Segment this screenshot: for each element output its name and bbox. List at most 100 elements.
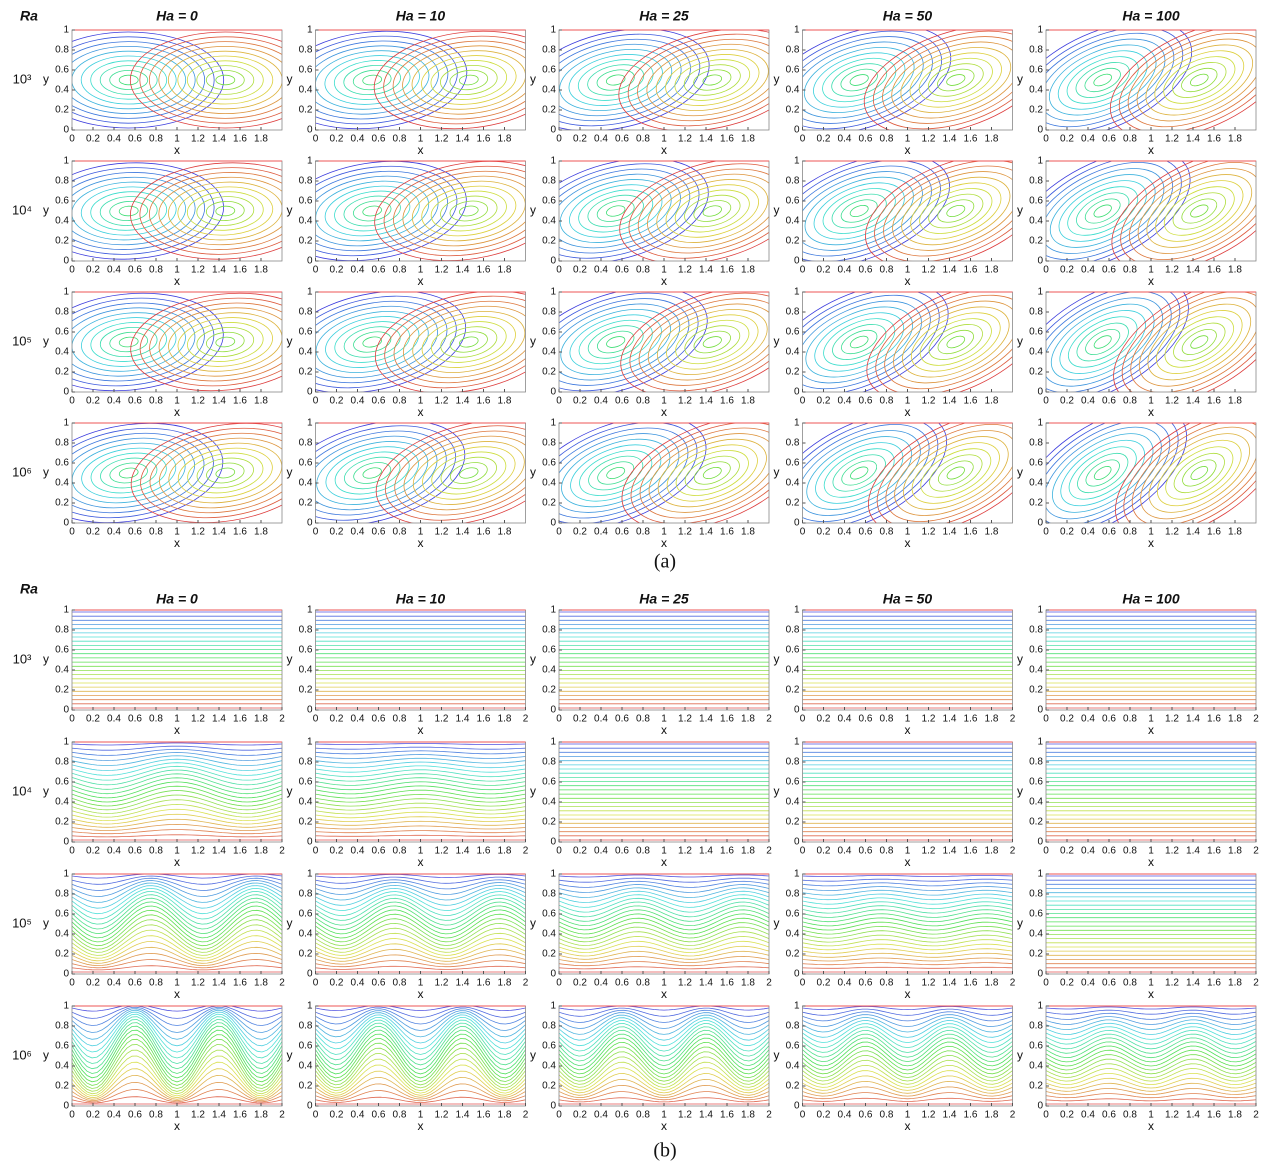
x-tick-label: 1.2 bbox=[435, 714, 449, 725]
y-tick-label: 1 bbox=[1037, 25, 1043, 36]
x-tick-label: 1.6 bbox=[1207, 396, 1221, 407]
contour-line bbox=[316, 1009, 526, 1024]
y-tick-label: 0.4 bbox=[786, 85, 800, 96]
y-tick-label: 0.8 bbox=[1029, 757, 1043, 768]
contour-line bbox=[293, 34, 452, 126]
x-tick-label: 1.6 bbox=[964, 978, 978, 989]
x-tick-label: 1.2 bbox=[191, 134, 205, 145]
contour-line bbox=[316, 885, 526, 900]
y-tick-label: 0.4 bbox=[299, 216, 313, 227]
contour-line bbox=[838, 195, 880, 227]
x-tick-label: 0.6 bbox=[859, 396, 873, 407]
y-tick-label: 0 bbox=[550, 969, 556, 980]
contour-line bbox=[280, 282, 465, 402]
contour-line bbox=[523, 20, 708, 140]
x-tick-label: 0.4 bbox=[1081, 1110, 1095, 1121]
y-axis-label: y bbox=[530, 72, 536, 86]
y-tick-label: 0.2 bbox=[786, 685, 800, 696]
contour-line bbox=[573, 441, 658, 504]
contour-line bbox=[559, 967, 769, 969]
y-tick-label: 0.8 bbox=[299, 1021, 313, 1032]
y-tick-label: 0.2 bbox=[299, 685, 313, 696]
x-tick-label: 0.2 bbox=[573, 265, 587, 276]
y-tick-label: 0.4 bbox=[786, 665, 800, 676]
x-tick-label: 0.4 bbox=[838, 527, 852, 538]
x-tick-label: 0.6 bbox=[1102, 714, 1116, 725]
contour-line bbox=[838, 326, 881, 359]
contour-plot bbox=[273, 22, 569, 137]
contour-line bbox=[147, 169, 303, 254]
contour-line bbox=[438, 192, 499, 229]
contour-line bbox=[892, 421, 1020, 524]
plot-frame bbox=[1046, 610, 1256, 710]
x-tick-label: 1.2 bbox=[435, 1110, 449, 1121]
contour-plot bbox=[803, 612, 1013, 708]
x-tick-label: 1.8 bbox=[1228, 396, 1242, 407]
contour-line bbox=[803, 1071, 1013, 1088]
contour-line bbox=[99, 195, 157, 227]
row-label: 10³ bbox=[13, 651, 32, 666]
contour-line bbox=[316, 1097, 526, 1102]
x-tick-label: 1.6 bbox=[1207, 527, 1221, 538]
y-axis-label: y bbox=[1017, 1048, 1023, 1062]
contour-line bbox=[945, 334, 966, 350]
x-tick-label: 1.2 bbox=[922, 1110, 936, 1121]
x-tick-label: 0 bbox=[69, 1110, 75, 1121]
y-tick-label: 0.2 bbox=[786, 817, 800, 828]
y-tick-label: 0.6 bbox=[786, 645, 800, 656]
y-tick-label: 1 bbox=[550, 287, 556, 298]
x-tick-label: 1.8 bbox=[741, 134, 755, 145]
x-tick-label: 1.2 bbox=[1165, 846, 1179, 857]
x-tick-label: 0.6 bbox=[615, 1110, 629, 1121]
figure: Ra Ra (a) (b) Ha = 0Ha = 10Ha = 25Ha = 5… bbox=[0, 0, 1264, 1164]
x-tick-label: 0.2 bbox=[573, 846, 587, 857]
x-tick-label: 0.2 bbox=[330, 265, 344, 276]
x-tick-label: 1.6 bbox=[964, 527, 978, 538]
y-tick-label: 0.6 bbox=[1029, 777, 1043, 788]
x-tick-label: 0.8 bbox=[636, 396, 650, 407]
x-axis-label: x bbox=[174, 536, 180, 550]
contour-line bbox=[543, 161, 689, 260]
contour-line bbox=[803, 879, 1013, 881]
x-tick-label: 1.4 bbox=[212, 846, 226, 857]
x-tick-label: 1.8 bbox=[498, 978, 512, 989]
x-tick-label: 2 bbox=[1253, 714, 1259, 725]
x-tick-label: 0.4 bbox=[1081, 396, 1095, 407]
y-tick-label: 0.2 bbox=[542, 1081, 556, 1092]
x-tick-label: 1.8 bbox=[985, 714, 999, 725]
x-tick-label: 0.2 bbox=[817, 265, 831, 276]
y-axis-label: y bbox=[43, 465, 49, 479]
x-tick-label: 1.8 bbox=[254, 265, 268, 276]
x-tick-label: 0.6 bbox=[615, 527, 629, 538]
x-tick-label: 1.4 bbox=[943, 978, 957, 989]
y-axis-label: y bbox=[774, 916, 780, 930]
x-tick-label: 0.6 bbox=[859, 527, 873, 538]
column-title: Ha = 25 bbox=[639, 591, 689, 607]
x-tick-label: 2 bbox=[523, 714, 529, 725]
contour-line bbox=[1157, 306, 1242, 377]
x-tick-label: 0.8 bbox=[636, 134, 650, 145]
x-tick-label: 1.6 bbox=[233, 846, 247, 857]
contour-line bbox=[397, 295, 541, 388]
x-tick-label: 1.6 bbox=[720, 714, 734, 725]
contour-line bbox=[1029, 409, 1177, 538]
y-tick-label: 0 bbox=[794, 256, 800, 267]
x-tick-label: 1.4 bbox=[212, 714, 226, 725]
x-tick-label: 0.6 bbox=[615, 265, 629, 276]
contour-line bbox=[803, 931, 1013, 938]
y-tick-label: 0 bbox=[1037, 387, 1043, 398]
contour-line bbox=[1046, 1046, 1256, 1062]
contour-line bbox=[638, 418, 786, 528]
column-title: Ha = 100 bbox=[1122, 591, 1179, 607]
x-tick-label: 1.4 bbox=[699, 527, 713, 538]
contour-line bbox=[639, 161, 785, 260]
x-tick-label: 1.2 bbox=[191, 846, 205, 857]
y-tick-label: 0 bbox=[63, 256, 69, 267]
x-tick-label: 1.6 bbox=[233, 978, 247, 989]
x-axis-label: x bbox=[1148, 143, 1154, 157]
x-tick-label: 1.6 bbox=[964, 1110, 978, 1121]
x-tick-label: 0.4 bbox=[1081, 265, 1095, 276]
y-tick-label: 0.6 bbox=[1029, 645, 1043, 656]
contour-line bbox=[924, 447, 988, 499]
x-tick-label: 1.8 bbox=[1228, 714, 1242, 725]
